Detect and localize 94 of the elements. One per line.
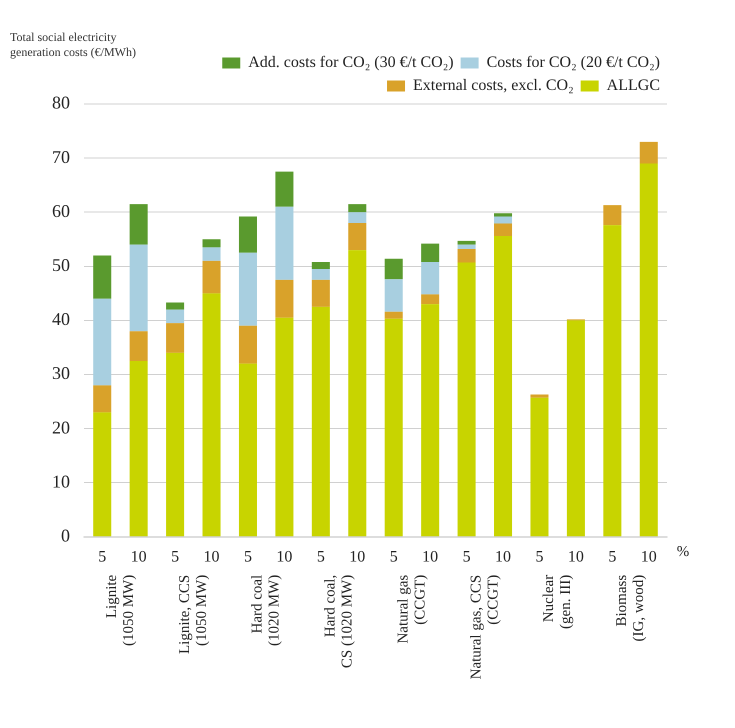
x-tick-label: 10 <box>204 548 220 566</box>
bar <box>458 248 476 263</box>
text: Hard coal (1020 MW) <box>250 574 283 646</box>
bar <box>166 302 184 310</box>
bar <box>202 293 221 536</box>
bar <box>384 258 403 280</box>
text: Natural gas (CCGT) <box>395 574 428 644</box>
x-tick-label: 10 <box>349 548 366 566</box>
bar <box>603 205 622 226</box>
legend-label: Costs for CO₂ (20 €/t CO₂) <box>486 54 660 72</box>
x-tick-label: 5 <box>390 548 398 566</box>
bar <box>603 225 622 536</box>
text: Lignite (1050 MW) <box>104 574 137 646</box>
bar <box>275 172 294 207</box>
bar <box>494 236 512 536</box>
bar <box>130 244 148 332</box>
x-tick-label: 10 <box>495 548 512 566</box>
y-tick-label: 70 <box>52 146 70 167</box>
x-tick-label: 5 <box>462 548 471 566</box>
bar <box>130 204 148 245</box>
legend-label: ALLGC <box>606 77 660 94</box>
bar <box>312 280 330 307</box>
x-tick-label: 10 <box>276 548 292 566</box>
bar <box>93 255 112 299</box>
bar <box>494 213 512 217</box>
bar <box>421 244 440 262</box>
legend-label: Add. costs for CO₂ (30 €/t CO₂) <box>248 54 454 72</box>
bar <box>93 385 112 412</box>
bar <box>384 312 403 319</box>
bar <box>458 244 476 249</box>
bar <box>421 304 440 536</box>
bar <box>202 247 221 261</box>
bar <box>238 326 257 364</box>
y-axis-title: Total social electricity generation costs (€/MWh) <box>10 30 137 60</box>
bar <box>494 216 512 224</box>
bar <box>640 142 658 164</box>
legend-label: External costs, excl. CO₂ <box>413 77 574 94</box>
bar <box>238 364 257 536</box>
y-tick-label: 60 <box>52 200 70 221</box>
bar <box>166 323 184 353</box>
x-tick-label: 10 <box>130 548 147 566</box>
bar <box>166 310 184 324</box>
y-tick-label: 20 <box>52 417 70 438</box>
text: Lignite, CCS (1050 MW) <box>176 574 210 654</box>
bar <box>348 212 366 224</box>
bar <box>458 240 476 245</box>
bar <box>421 262 440 294</box>
bar <box>275 280 294 318</box>
bar <box>238 216 257 253</box>
bar <box>530 394 548 398</box>
bar <box>312 269 330 280</box>
bar <box>166 352 184 536</box>
text: Natural gas, CCS (CCGT) <box>468 574 502 680</box>
bar <box>275 206 294 280</box>
y-tick-label: 0 <box>61 526 70 546</box>
text: Hard coal, CS (1020 MW) <box>322 574 356 668</box>
x-axis-title: % <box>676 544 690 560</box>
x-tick-label: 5 <box>535 548 544 566</box>
y-tick-label: 30 <box>52 363 70 384</box>
text: Nuclear (gen. III) <box>541 574 574 629</box>
bar <box>202 260 221 294</box>
bar <box>312 262 330 270</box>
x-tick-label: 5 <box>98 548 106 566</box>
y-tick-label: 40 <box>52 309 70 330</box>
bar <box>93 412 112 536</box>
x-tick-label: 10 <box>640 548 657 566</box>
bar <box>312 306 330 536</box>
x-tick-label: 5 <box>608 548 616 566</box>
bar <box>566 320 585 536</box>
bar <box>640 164 658 536</box>
x-tick-label: 5 <box>171 548 180 566</box>
bar <box>458 262 476 536</box>
x-tick-label: 5 <box>316 548 325 566</box>
bar <box>384 318 403 536</box>
bar <box>348 250 366 536</box>
bar <box>202 239 221 248</box>
bar <box>384 279 403 312</box>
bar <box>421 294 440 304</box>
bar <box>348 204 366 212</box>
bar <box>348 223 366 250</box>
bar <box>130 331 148 361</box>
bar <box>275 318 294 536</box>
text: Biomass (IG, wood) <box>614 574 647 642</box>
bar <box>238 252 257 326</box>
x-tick-label: 5 <box>244 548 252 566</box>
y-tick-label: 10 <box>52 471 70 492</box>
y-tick-label: 80 <box>52 92 70 113</box>
bar <box>530 398 548 536</box>
bar <box>93 298 112 386</box>
y-tick-label: 50 <box>52 255 70 276</box>
x-tick-label: 10 <box>422 548 438 566</box>
bar <box>130 360 148 536</box>
x-tick-label: 10 <box>568 548 584 566</box>
bar <box>494 224 512 236</box>
